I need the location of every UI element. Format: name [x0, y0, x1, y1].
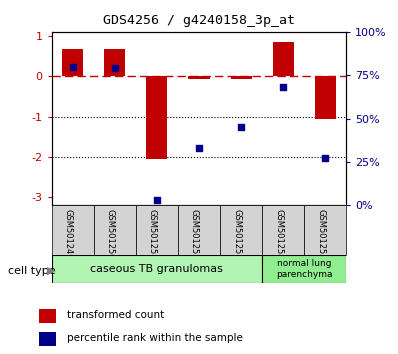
Text: cell type: cell type [8, 266, 56, 276]
Text: transformed count: transformed count [67, 310, 164, 320]
Bar [273, 42, 294, 76]
Bar [146, 76, 168, 159]
Point [322, 156, 328, 161]
Text: GSM501255: GSM501255 [316, 209, 325, 260]
Bar [304, 205, 346, 255]
Bar [39, 309, 57, 323]
Point [280, 85, 286, 90]
Bar [262, 255, 346, 283]
Text: caseous TB granulomas: caseous TB granulomas [90, 264, 223, 274]
Point [70, 64, 76, 69]
Text: GSM501249: GSM501249 [64, 209, 73, 260]
Bar [262, 205, 304, 255]
Text: percentile rank within the sample: percentile rank within the sample [67, 333, 243, 343]
Bar [39, 332, 57, 346]
Bar [62, 49, 83, 76]
Text: GSM501253: GSM501253 [232, 209, 241, 260]
Text: normal lung
parenchyma: normal lung parenchyma [276, 259, 332, 279]
Bar [220, 205, 262, 255]
Text: GSM501251: GSM501251 [148, 209, 157, 260]
Text: GSM501250: GSM501250 [106, 209, 115, 260]
Bar [94, 205, 136, 255]
Bar [104, 49, 125, 76]
Bar [178, 205, 220, 255]
Text: ▶: ▶ [47, 266, 55, 276]
Bar [136, 205, 178, 255]
Bar [52, 255, 262, 283]
Text: GDS4256 / g4240158_3p_at: GDS4256 / g4240158_3p_at [103, 14, 295, 27]
Bar [315, 76, 336, 119]
Point [196, 145, 202, 151]
Point [154, 197, 160, 203]
Bar [230, 76, 252, 79]
Bar [189, 76, 209, 79]
Text: GSM501252: GSM501252 [190, 209, 199, 260]
Point [112, 65, 118, 71]
Text: GSM501254: GSM501254 [274, 209, 283, 260]
Point [238, 124, 244, 130]
Bar [52, 205, 94, 255]
